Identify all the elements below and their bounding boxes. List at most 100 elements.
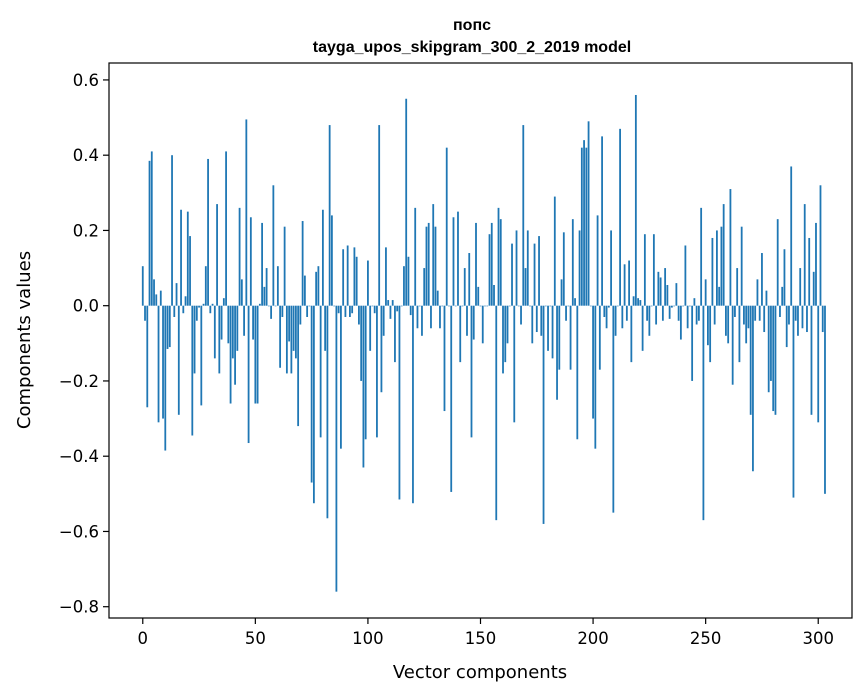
bar [421,305,423,336]
bar [583,140,585,306]
bar [634,94,637,306]
bar [477,286,480,306]
bar [533,243,536,306]
bar [646,305,649,321]
bar [781,286,784,306]
bar [207,158,209,306]
bar [691,305,694,381]
bar [711,237,714,306]
bar [763,305,766,333]
bar [430,305,432,329]
bar [229,305,232,404]
x-axis-ticks: 0 50 100 150 200 250 300 [138,618,834,648]
bar [168,305,171,348]
bar [743,305,745,325]
bar [587,121,590,306]
bar [520,305,522,325]
bar [556,305,558,400]
bar [283,226,286,306]
bar [409,305,412,316]
bar [303,275,306,306]
bar [425,226,428,306]
bar [290,305,293,374]
bar [306,305,309,317]
bar [144,305,146,321]
bar [547,305,549,351]
bar [312,305,315,504]
bar [628,260,630,306]
bar [310,305,313,483]
bar [355,256,358,306]
bar [351,305,354,314]
bar [369,305,372,351]
bar [553,196,556,306]
y-tick-label: −0.6 [59,522,99,541]
bar [342,249,345,306]
bar [378,125,381,306]
bar [709,305,712,363]
bar [529,305,531,307]
bar [276,266,279,306]
bar [333,305,336,307]
bar [146,305,149,408]
bar [688,305,691,307]
bar [704,279,707,306]
bar [515,230,518,306]
bar [407,256,410,306]
bar [396,305,399,312]
bar [641,305,644,351]
bar [171,155,173,306]
bar [299,305,302,325]
bar [294,305,297,359]
plot-frame [108,62,853,619]
bar [315,271,318,306]
bar [806,305,808,333]
bar [817,305,820,423]
y-axis-ticks: 0.6 0.4 0.2 0.0 −0.2 −0.4 −0.6 −0.8 [59,71,109,617]
bar [454,305,457,307]
bar [594,305,597,449]
bar [141,266,144,306]
bar [270,305,273,319]
bar [247,305,250,444]
bar [749,305,752,415]
bar [670,305,673,308]
bar [321,209,324,306]
bar [542,305,545,524]
bar [324,305,327,351]
bar [632,296,635,306]
y-tick-label: 0.6 [73,71,99,90]
bar [765,290,768,306]
bar [470,305,473,438]
bar [220,305,223,340]
bar [707,305,709,346]
bar [443,305,446,412]
bar [258,303,261,306]
bar [468,253,471,306]
bar [740,226,743,306]
bar [211,303,214,306]
bar [376,305,378,438]
bar [441,305,444,307]
bar [389,305,392,319]
bar [326,305,329,519]
bar [803,204,806,306]
bar [815,222,817,306]
x-tick-label: 100 [352,629,384,648]
bar [576,305,579,440]
bar [812,271,815,306]
bar [412,305,414,504]
bar [340,305,342,449]
bar [767,305,770,393]
bar [567,305,570,307]
bar [331,215,333,306]
bar [513,305,516,423]
bar [177,305,180,415]
bar [490,222,493,306]
bar [243,305,245,336]
bar [725,305,727,336]
bar [162,305,164,419]
bar [254,305,257,404]
bar [479,305,482,307]
